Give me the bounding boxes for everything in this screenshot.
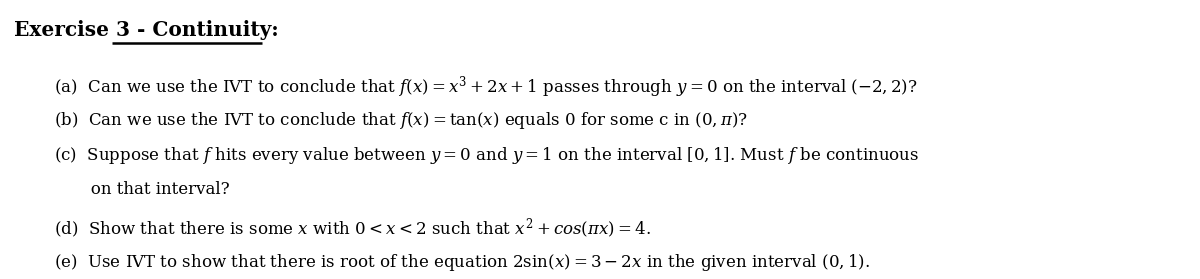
Text: on that interval?: on that interval? xyxy=(54,181,229,198)
Text: (a)  Can we use the IVT to conclude that $f(x) = x^3 + 2x + 1$ passes through $y: (a) Can we use the IVT to conclude that … xyxy=(54,74,918,100)
Text: (e)  Use IVT to show that there is root of the equation $2\sin(x) = 3 - 2x$ in t: (e) Use IVT to show that there is root o… xyxy=(54,252,870,273)
Text: (c)  Suppose that $f$ hits every value between $y = 0$ and $y = 1$ on the interv: (c) Suppose that $f$ hits every value be… xyxy=(54,145,919,166)
Text: (b)  Can we use the IVT to conclude that $f(x) = \tan(x)$ equals $0$ for some c : (b) Can we use the IVT to conclude that … xyxy=(54,110,748,131)
Text: Exercise 3 - Continuity:: Exercise 3 - Continuity: xyxy=(14,20,280,40)
Text: (d)  Show that there is some $x$ with $0 < x < 2$ such that $x^2 + cos(\pi x) = : (d) Show that there is some $x$ with $0 … xyxy=(54,217,650,241)
